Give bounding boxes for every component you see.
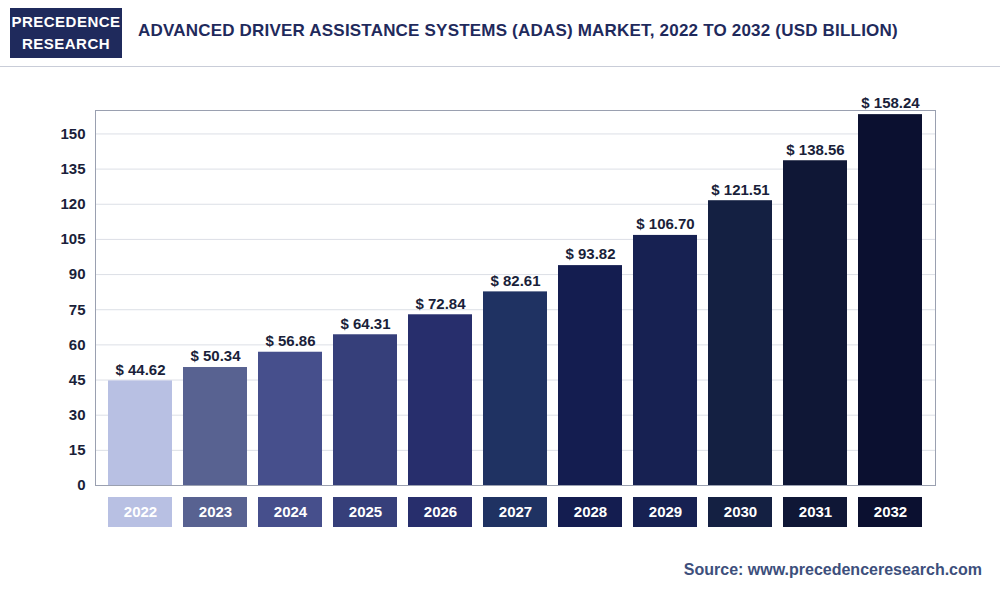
svg-text:45: 45 [69,371,86,388]
svg-text:2031: 2031 [799,503,832,520]
svg-text:0: 0 [77,476,85,493]
svg-text:$ 56.86: $ 56.86 [265,332,315,349]
svg-text:2023: 2023 [199,503,232,520]
svg-text:$ 158.24: $ 158.24 [861,94,920,111]
svg-text:2026: 2026 [424,503,457,520]
svg-text:$ 138.56: $ 138.56 [786,141,844,158]
svg-text:105: 105 [60,230,85,247]
svg-text:30: 30 [69,406,86,423]
svg-text:$ 64.31: $ 64.31 [340,315,390,332]
html-text:ADVANCED DRIVER ASSISTANCE SYS: ADVANCED DRIVER ASSISTANCE SYSTEMS (ADAS… [138,21,898,40]
svg-text:2027: 2027 [499,503,532,520]
svg-text:75: 75 [69,301,86,318]
html-text:RESEARCH: RESEARCH [21,35,111,52]
html-text:PRECEDENCE: PRECEDENCE [11,13,121,30]
svg-text:$ 93.82: $ 93.82 [565,245,615,262]
svg-text:$ 82.61: $ 82.61 [490,272,540,289]
svg-text:$ 72.84: $ 72.84 [415,295,466,312]
svg-text:2028: 2028 [574,503,607,520]
svg-text:120: 120 [60,195,85,212]
svg-text:$ 44.62: $ 44.62 [115,361,165,378]
svg-text:60: 60 [69,336,86,353]
html-text:Source: www.precedenceresearch: Source: www.precedenceresearch.com [683,561,982,578]
svg-text:135: 135 [60,160,85,177]
svg-text:90: 90 [69,265,86,282]
svg-text:2024: 2024 [274,503,308,520]
svg-text:2030: 2030 [724,503,757,520]
svg-text:2022: 2022 [124,503,157,520]
svg-text:2029: 2029 [649,503,682,520]
svg-text:2025: 2025 [349,503,382,520]
svg-text:$ 106.70: $ 106.70 [636,215,694,232]
svg-text:150: 150 [60,125,85,142]
svg-text:2032: 2032 [874,503,907,520]
svg-text:$ 50.34: $ 50.34 [190,347,241,364]
svg-text:$ 121.51: $ 121.51 [711,181,769,198]
svg-text:15: 15 [69,441,86,458]
